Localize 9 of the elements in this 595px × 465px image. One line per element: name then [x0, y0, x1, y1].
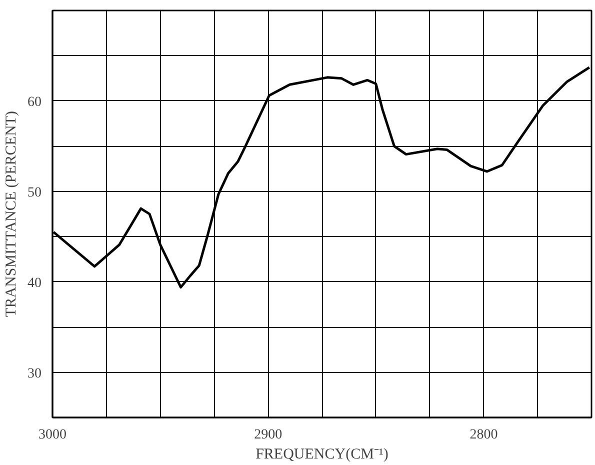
y-tick-label: 50 — [28, 185, 42, 200]
x-axis-title: FREQUENCY(CM⁻¹) — [256, 446, 388, 462]
x-tick-label: 3000 — [38, 428, 66, 442]
y-tick-label: 40 — [28, 276, 42, 291]
x-tick-label: 2800 — [470, 428, 498, 442]
y-axis-title: TRANSMITTANCE (PERCENT) — [4, 111, 20, 317]
x-tick-label: 2900 — [254, 428, 282, 442]
y-tick-label: 30 — [28, 366, 42, 382]
y-tick-label: 60 — [28, 94, 42, 110]
